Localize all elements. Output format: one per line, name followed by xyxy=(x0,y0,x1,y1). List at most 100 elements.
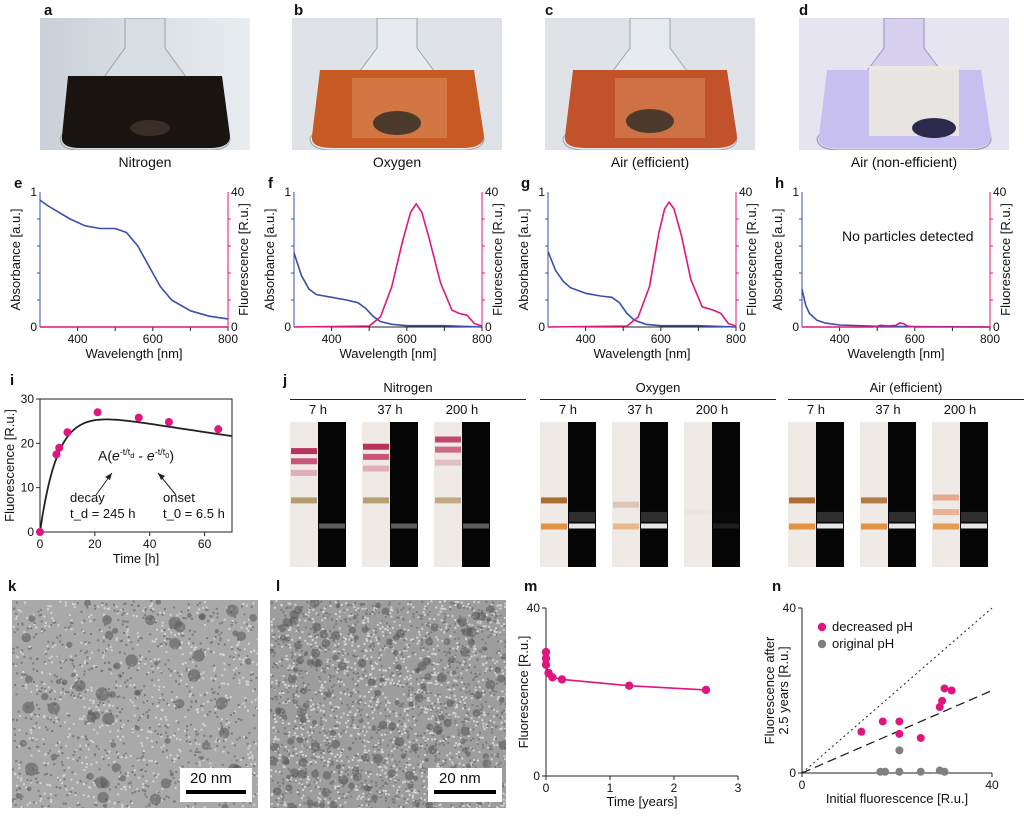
tem-noise xyxy=(384,772,387,775)
tem-noise xyxy=(329,701,332,704)
tem-noise xyxy=(501,716,504,719)
nanoparticle xyxy=(433,725,443,735)
tem-noise xyxy=(379,685,382,688)
tem-noise xyxy=(485,741,488,744)
tem-noise xyxy=(221,621,224,624)
tem-noise xyxy=(148,650,151,653)
tem-noise xyxy=(47,640,50,643)
tem-noise xyxy=(341,659,344,662)
tem-noise xyxy=(306,781,309,784)
tem-noise xyxy=(272,715,275,718)
tem-noise xyxy=(433,671,436,674)
tem-noise xyxy=(370,705,373,708)
tem-noise xyxy=(126,612,129,615)
tem-noise xyxy=(437,649,440,652)
tem-noise xyxy=(247,747,250,750)
gel-group-divider xyxy=(290,399,526,400)
tem-noise xyxy=(449,752,452,755)
gel-band xyxy=(861,523,887,530)
tem-noise xyxy=(178,683,181,686)
tem-noise xyxy=(184,617,187,620)
tem-noise xyxy=(435,606,438,609)
tem-noise xyxy=(309,736,312,739)
nanoparticle xyxy=(26,786,32,792)
tem-noise xyxy=(154,621,157,624)
tem-noise xyxy=(380,750,383,753)
tem-noise xyxy=(296,791,299,794)
tem-noise xyxy=(341,650,344,653)
tem-noise xyxy=(275,720,278,723)
tem-noise xyxy=(453,688,456,691)
tem-noise xyxy=(150,604,153,607)
nanoparticle xyxy=(371,725,377,731)
tem-noise xyxy=(413,717,416,720)
tem-noise xyxy=(353,724,356,727)
tem-noise xyxy=(455,649,458,652)
tem-noise xyxy=(130,800,133,803)
tem-noise xyxy=(441,668,444,671)
tem-noise xyxy=(459,700,462,703)
nanoparticle xyxy=(285,774,291,780)
tem-noise xyxy=(308,611,311,614)
tem-noise xyxy=(308,635,311,638)
tem-noise xyxy=(136,757,139,760)
tem-noise xyxy=(292,665,295,668)
tem-noise xyxy=(450,804,453,807)
tem-noise xyxy=(420,687,423,690)
tem-noise xyxy=(289,628,292,631)
tem-noise xyxy=(409,674,412,677)
tem-noise xyxy=(359,695,362,698)
tem-noise xyxy=(177,780,180,783)
tem-noise xyxy=(364,607,367,610)
tem-noise xyxy=(256,792,258,795)
tem-noise xyxy=(148,759,151,762)
tem-noise xyxy=(350,604,353,607)
gel-lane-stained xyxy=(540,422,568,567)
tem-noise xyxy=(413,705,416,708)
tem-noise xyxy=(482,725,485,728)
tem-noise xyxy=(417,755,420,758)
gel-band xyxy=(685,509,711,515)
nanoparticle xyxy=(497,674,506,683)
tem-noise xyxy=(25,686,28,689)
tem-noise xyxy=(240,605,243,608)
tem-noise xyxy=(412,606,415,609)
tem-noise xyxy=(495,806,498,808)
tem-noise xyxy=(429,732,432,735)
tem-noise xyxy=(47,804,50,807)
tem-noise xyxy=(388,714,391,717)
tem-noise xyxy=(306,716,309,719)
tem-noise xyxy=(56,636,59,639)
tem-noise xyxy=(328,764,331,767)
tem-noise xyxy=(423,697,426,700)
tem-noise xyxy=(489,657,492,660)
tem-noise xyxy=(427,691,430,694)
gel-electrophoresis-panel: Nitrogen 7 h 37 h 200 h Oxygen 7 h 37 h 200 h Ai… xyxy=(290,380,1024,575)
tem-noise xyxy=(356,732,359,735)
tem-noise xyxy=(59,600,62,603)
tem-noise xyxy=(334,613,337,616)
tem-noise xyxy=(454,679,457,682)
tem-noise xyxy=(131,701,134,704)
tem-noise xyxy=(412,767,415,770)
tem-noise xyxy=(340,716,343,719)
tem-noise xyxy=(284,745,287,748)
tem-noise xyxy=(393,775,396,778)
tem-noise xyxy=(388,667,391,670)
tem-noise xyxy=(290,776,293,779)
tem-noise xyxy=(159,643,162,646)
tem-noise xyxy=(423,607,426,610)
tem-noise xyxy=(206,700,209,703)
tem-noise xyxy=(371,717,374,720)
tem-noise xyxy=(173,704,176,707)
tem-noise xyxy=(193,646,196,649)
tem-noise xyxy=(365,800,368,803)
tem-noise xyxy=(503,756,506,759)
tem-noise xyxy=(57,718,60,721)
tem-noise xyxy=(126,804,129,807)
tem-noise xyxy=(86,650,89,653)
tem-noise xyxy=(190,705,193,708)
tem-noise xyxy=(427,633,430,636)
tem-noise xyxy=(366,634,369,637)
tem-noise xyxy=(64,628,67,631)
